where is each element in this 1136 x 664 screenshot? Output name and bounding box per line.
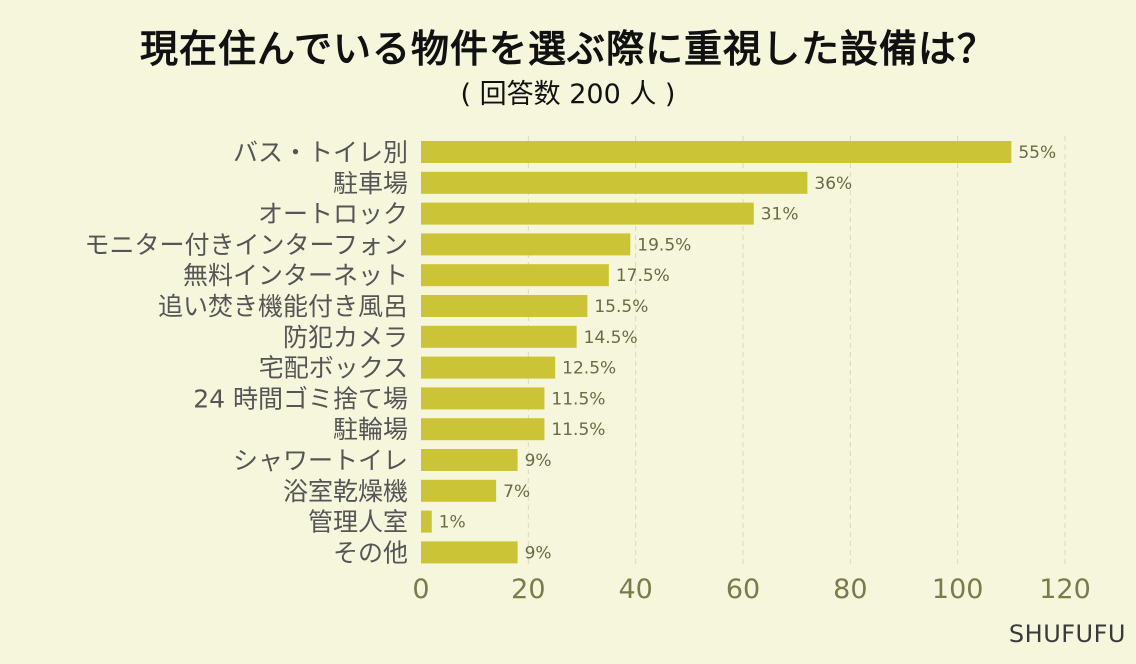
bar-2 [421, 202, 754, 225]
category-label-8: 24 時間ゴミ捨て場 [193, 384, 408, 413]
category-label-13: その他 [333, 538, 408, 567]
bar-1 [421, 171, 808, 194]
category-label-1: 駐車場 [333, 169, 408, 198]
value-label-12: 1% [439, 513, 466, 533]
value-label-4: 17.5% [616, 266, 670, 286]
x-tick-label-20: 20 [511, 574, 545, 605]
x-tick-label-60: 60 [726, 574, 760, 605]
bar-9 [421, 418, 545, 441]
value-label-10: 9% [525, 451, 552, 471]
x-tick-label-0: 0 [412, 574, 429, 605]
value-label-11: 7% [503, 482, 530, 502]
chart-title: 現在住んでいる物件を選ぶ際に重視した設備は？ [139, 27, 997, 71]
category-label-10: シャワートイレ [233, 446, 408, 475]
value-label-1: 36% [814, 174, 852, 194]
grid-lines [527, 136, 1066, 568]
bar-11 [421, 479, 497, 502]
value-label-5: 15.5% [594, 297, 648, 317]
x-tick-label-80: 80 [833, 574, 867, 605]
bar-8 [421, 387, 545, 410]
bar-6 [421, 325, 577, 348]
value-label-2: 31% [761, 205, 799, 225]
bar-13 [421, 541, 518, 564]
bar-12 [421, 510, 432, 533]
category-label-0: バス・トイレ別 [233, 138, 408, 167]
value-label-8: 11.5% [551, 389, 605, 409]
chart-subtitle: ( 回答数 200 人 ) [460, 79, 676, 110]
brand-logo: SHUFUFU [1008, 620, 1126, 648]
bar-4 [421, 264, 609, 287]
bar-7 [421, 356, 556, 379]
category-label-6: 防犯カメラ [283, 323, 408, 352]
category-label-5: 追い焚き機能付き風呂 [158, 292, 408, 321]
bar-10 [421, 449, 518, 471]
category-label-9: 駐輪場 [333, 415, 408, 444]
bar-0 [421, 141, 1012, 163]
bar-3 [421, 233, 631, 256]
value-label-13: 9% [525, 543, 552, 563]
category-label-2: オートロック [258, 200, 408, 229]
labels: バス・トイレ別 55% 駐車場 36% オートロック 31% モニター付きインターフォン 19… [84, 138, 1056, 567]
category-label-7: 宅配ボックス [259, 354, 408, 383]
value-label-6: 14.5% [584, 328, 638, 348]
category-label-12: 管理人室 [308, 508, 408, 537]
bar-5 [421, 295, 588, 317]
category-label-11: 浴室乾燥機 [283, 477, 408, 506]
value-label-9: 11.5% [551, 420, 605, 440]
value-label-7: 12.5% [562, 359, 616, 379]
bars [421, 141, 1012, 564]
value-label-3: 19.5% [637, 235, 691, 255]
x-axis-ticks: 0 20 40 60 80 100 120 [412, 574, 1090, 605]
x-tick-label-100: 100 [932, 574, 984, 605]
x-tick-label-120: 120 [1039, 574, 1091, 605]
category-label-3: モニター付きインターフォン [84, 230, 408, 259]
value-label-0: 55% [1018, 143, 1056, 163]
category-label-4: 無料インターネット [183, 261, 408, 290]
x-tick-label-40: 40 [618, 574, 652, 605]
